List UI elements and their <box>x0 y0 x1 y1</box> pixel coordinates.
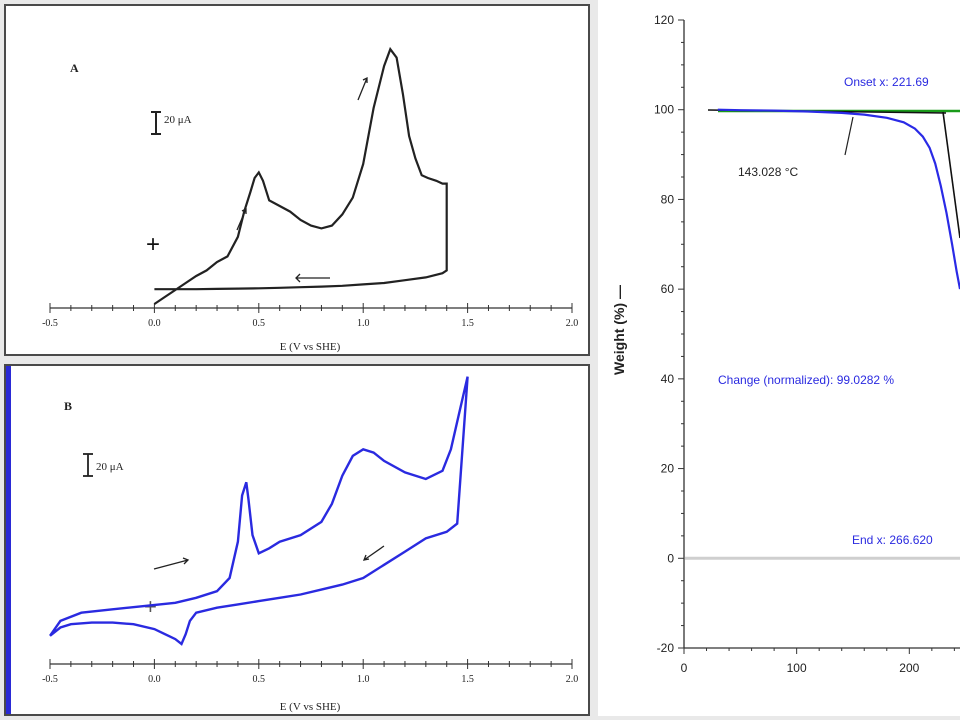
y-tick-label: 40 <box>661 372 675 386</box>
panel-label-b: B <box>64 399 72 413</box>
y-axis-label-suffix: — <box>611 285 627 299</box>
scale-bar-label-a: 20 μA <box>164 114 192 126</box>
y-tick-label: 100 <box>654 103 674 117</box>
sweep-arrows-a <box>236 76 368 283</box>
y-tick-label: 120 <box>654 13 674 27</box>
cv-panel-a: A 20 μA + -0.5 0.0 0.5 1.0 1.5 2.0 E (V vs SH… <box>4 4 590 356</box>
temperature-annotation: 143.028 °C <box>738 165 799 179</box>
x-tick-label: 0.5 <box>253 318 266 329</box>
y-tick-label: 60 <box>661 282 675 296</box>
x-axis-label-a: E (V vs SHE) <box>280 341 341 353</box>
change-annotation: Change (normalized): 99.0282 % <box>718 373 894 387</box>
x-tick-label: 1.5 <box>461 318 474 329</box>
x-tick-label: 2.0 <box>566 674 579 685</box>
x-tick-label: 1.5 <box>461 674 474 685</box>
x-tick-label: 0.0 <box>148 318 161 329</box>
end-annotation: End x: 266.620 <box>852 533 933 547</box>
cv-chart-a: A 20 μA + -0.5 0.0 0.5 1.0 1.5 2.0 E (V vs SH… <box>42 46 578 353</box>
x-axis-label-b: E (V vs SHE) <box>280 701 341 713</box>
cv-curve-a <box>153 46 448 305</box>
y-tick-label: 80 <box>661 192 675 206</box>
y-axis-label: Weight (%) — <box>611 285 627 375</box>
tga-weight-curve <box>717 108 960 290</box>
cv-curve-b <box>49 376 469 646</box>
x-axis-a: -0.5 0.0 0.5 1.0 1.5 2.0 <box>42 303 578 329</box>
x-tick-label: 200 <box>899 661 919 675</box>
origin-plus-marker-a: + <box>146 231 160 258</box>
x-tick-label: 1.0 <box>357 674 370 685</box>
sweep-arrows-b <box>153 545 385 570</box>
y-tick-label: -20 <box>657 641 675 655</box>
x-tick-label: 0.0 <box>148 674 161 685</box>
x-tick-label: 1.0 <box>357 318 370 329</box>
cv-panel-b: B 20 μA + -0.5 0.0 0.5 1.0 1.5 2.0 E (V vs SH… <box>4 364 590 716</box>
scale-bar-label-b: 20 μA <box>96 461 124 473</box>
x-tick-label: -0.5 <box>42 674 58 685</box>
y-axis-label-text: Weight (%) <box>611 303 627 375</box>
x-tick-label: 0 <box>681 661 688 675</box>
x-tick-label: 0.5 <box>253 674 266 685</box>
onset-annotation: Onset x: 221.69 <box>844 75 929 89</box>
panel-b-left-accent <box>6 366 11 714</box>
x-tick-label: 2.0 <box>566 318 579 329</box>
x-tick-label: 100 <box>787 661 807 675</box>
panel-label-a: A <box>70 61 79 75</box>
scale-bar-b: 20 μA <box>83 453 124 477</box>
cv-chart-b: B 20 μA + -0.5 0.0 0.5 1.0 1.5 2.0 E (V vs SH… <box>42 376 578 713</box>
x-axis-b: -0.5 0.0 0.5 1.0 1.5 2.0 <box>42 659 578 685</box>
x-tick-label: -0.5 <box>42 318 58 329</box>
y-tick-label: 20 <box>661 462 675 476</box>
tga-panel: 120 100 80 60 40 20 0 -20 0 100 200 Weight (%) — O… <box>598 0 960 716</box>
y-tick-label: 0 <box>667 551 674 565</box>
scale-bar-a: 20 μA <box>151 111 192 135</box>
